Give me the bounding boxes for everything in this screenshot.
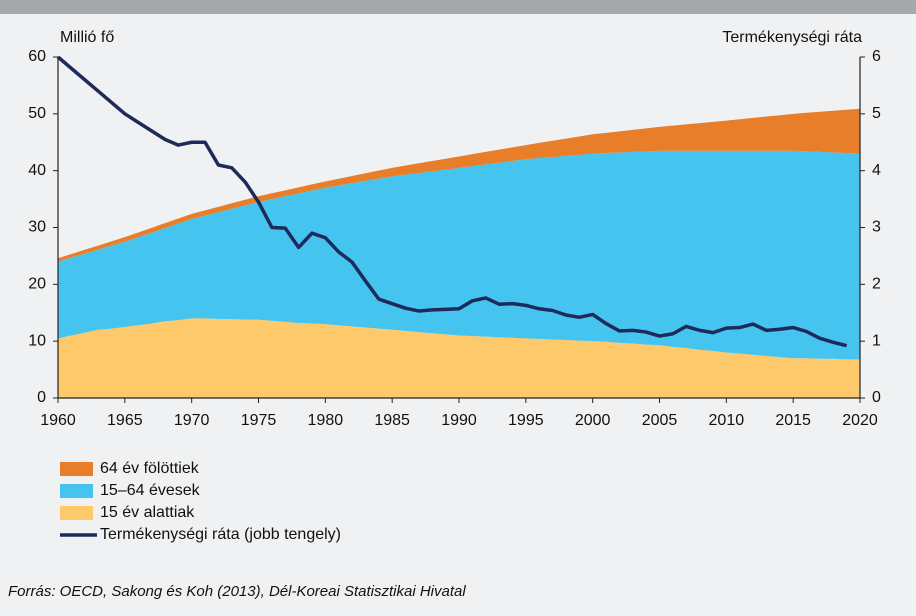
x-tick-label: 2010 (709, 412, 745, 429)
x-tick-label: 2020 (842, 412, 878, 429)
x-tick-label: 1995 (508, 412, 544, 429)
y-tick-label: 40 (28, 162, 46, 179)
y2-tick-label: 5 (872, 105, 881, 122)
legend-label: Termékenységi ráta (jobb tengely) (100, 526, 341, 543)
y2-tick-label: 0 (872, 389, 881, 406)
legend-swatch (60, 506, 93, 520)
x-tick-label: 2000 (575, 412, 611, 429)
y-tick-label: 20 (28, 276, 46, 293)
y-axis-title: Millió fő (60, 29, 114, 46)
x-tick-label: 1990 (441, 412, 477, 429)
legend-swatch (60, 462, 93, 476)
x-tick-label: 2005 (642, 412, 678, 429)
x-tick-label: 1965 (107, 412, 143, 429)
y2-tick-label: 1 (872, 332, 881, 349)
y-tick-label: 60 (28, 48, 46, 65)
x-tick-label: 1970 (174, 412, 210, 429)
legend-label: 64 év fölöttiek (100, 460, 200, 477)
legend-swatch (60, 484, 93, 498)
y-tick-label: 0 (37, 389, 46, 406)
y2-axis-title: Termékenységi ráta (722, 29, 862, 46)
y-tick-label: 50 (28, 105, 46, 122)
y2-tick-label: 2 (872, 276, 881, 293)
x-tick-label: 1980 (308, 412, 344, 429)
legend-label: 15–64 évesek (100, 482, 201, 499)
source-note: Forrás: OECD, Sakong és Koh (2013), Dél-… (8, 583, 466, 600)
area (58, 318, 860, 398)
header-bar (0, 0, 916, 14)
x-tick-label: 1975 (241, 412, 277, 429)
legend-label: 15 év alattiak (100, 504, 195, 521)
y-tick-label: 30 (28, 219, 46, 236)
y-tick-label: 10 (28, 332, 46, 349)
y2-tick-label: 4 (872, 162, 881, 179)
x-tick-label: 2015 (775, 412, 811, 429)
area (58, 108, 860, 262)
x-tick-label: 1960 (40, 412, 76, 429)
y2-tick-label: 3 (872, 219, 881, 236)
y2-tick-label: 6 (872, 48, 881, 65)
line (56, 55, 848, 348)
x-tick-label: 1985 (374, 412, 410, 429)
